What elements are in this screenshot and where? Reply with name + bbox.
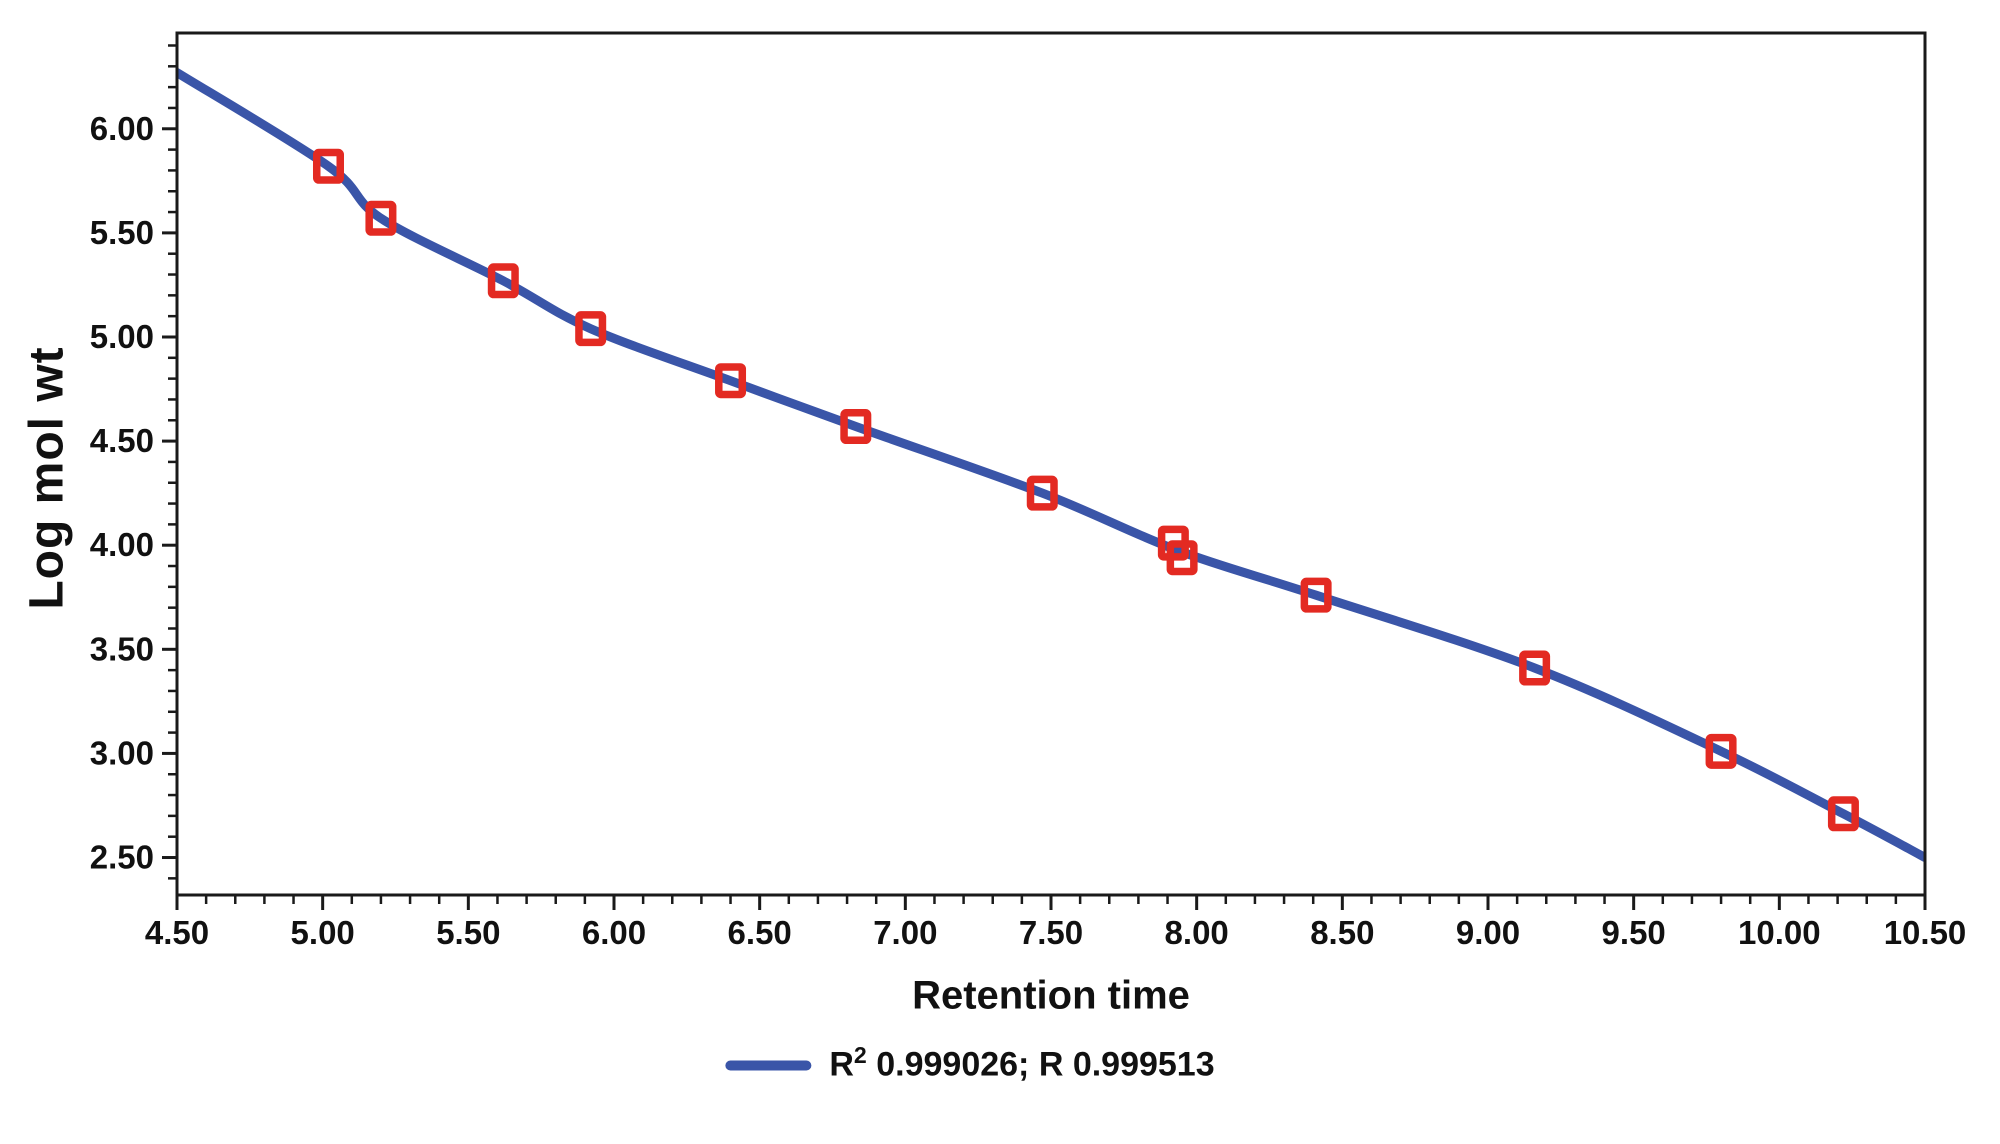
data-point-marker [1026,475,1058,511]
data-point-marker [365,200,397,236]
x-tick-label: 7.00 [873,914,937,951]
x-axis-title: Retention time [912,973,1190,1018]
x-tick-label: 5.00 [291,914,355,951]
x-tick-label: 7.50 [1019,914,1083,951]
data-point-marker [840,409,872,445]
x-tick-label: 10.50 [1884,914,1967,951]
data-point-marker [1300,577,1332,613]
calibration-curve-line [177,68,1925,862]
x-tick-label: 6.50 [728,914,792,951]
data-point-marker [1519,650,1551,686]
legend-line-swatch [725,1060,812,1070]
axis-tick-labels: 4.50 5.00 5.50 6.00 6.50 7.00 7.50 8.00 8.50 9.00… [90,110,1967,951]
plot-frame [175,31,1927,897]
data-point-marker [715,363,747,399]
y-tick-label: 6.00 [90,110,154,147]
x-tick-label: 8.50 [1310,914,1374,951]
y-tick-label: 2.50 [90,839,154,876]
y-tick-label: 4.00 [90,526,154,563]
data-point-markers [312,148,1859,832]
y-tick-label: 3.50 [90,630,154,667]
y-tick-label: 5.00 [90,318,154,355]
data-point-marker [487,263,519,299]
x-tick-label: 6.00 [582,914,646,951]
y-tick-label: 4.50 [90,422,154,459]
data-point-marker [575,311,607,347]
legend: R2 0.999026; R 0.999513 [725,1042,1215,1085]
x-tick-label: 4.50 [145,914,209,951]
fit-curve [177,68,1925,862]
x-tick-label: 5.50 [436,914,500,951]
x-tick-label: 9.50 [1602,914,1666,951]
data-point-marker [312,148,344,184]
y-tick-label: 5.50 [90,214,154,251]
data-point-marker [1705,733,1737,769]
data-point-marker [1827,796,1859,832]
data-point-marker [1166,540,1198,576]
plot-border [175,31,1927,897]
x-tick-label: 8.00 [1165,914,1229,951]
x-tick-label: 9.00 [1456,914,1520,951]
legend-label: R2 0.999026; R 0.999513 [829,1042,1215,1084]
y-tick-label: 3.00 [90,734,154,771]
y-axis-title: Log mol wt [20,346,74,610]
x-tick-label: 10.00 [1738,914,1821,951]
